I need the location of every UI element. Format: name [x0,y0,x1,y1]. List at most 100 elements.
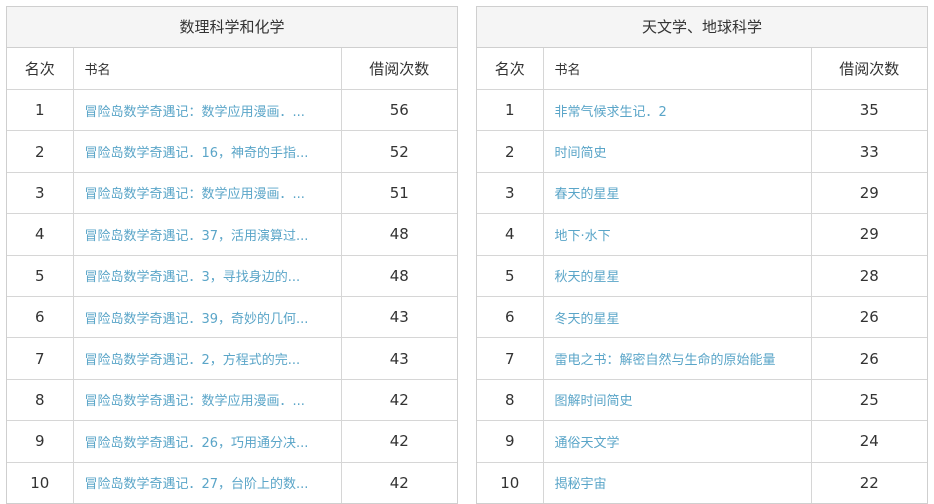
book-title-link[interactable]: 时间简史 [554,146,607,162]
rank-cell: 9 [7,420,74,463]
book-title-link[interactable]: 春天的星星 [554,187,620,203]
book-title-link[interactable]: 冒险岛数学奇遇记．2，方程式的完... [84,353,301,369]
count-cell: 24 [811,420,927,463]
table-row: 5 冒险岛数学奇遇记．3，寻找身边的... 48 [7,255,457,297]
count-cell: 42 [341,379,457,422]
book-title-link[interactable]: 雷电之书：解密自然与生命的原始能量 [554,353,776,369]
book-title-link[interactable]: 地下·水下 [554,228,611,244]
count-cell: 29 [811,172,927,215]
count-cell: 48 [341,213,457,256]
table-row: 10 冒险岛数学奇遇记．27，台阶上的数... 42 [7,462,457,503]
title-cell: 冒险岛数学奇遇记：数学应用漫画．... [73,379,342,422]
book-title-link[interactable]: 揭秘宇宙 [554,477,607,493]
rank-cell: 2 [7,130,74,173]
table-row: 2 时间简史 33 [477,130,927,173]
title-cell: 雷电之书：解密自然与生命的原始能量 [543,337,812,380]
title-cell: 揭秘宇宙 [543,462,812,503]
book-title-link[interactable]: 非常气候求生记．2 [554,104,667,120]
table-row: 1 非常气候求生记．2 35 [477,89,927,132]
book-title-link[interactable]: 通俗天文学 [554,435,620,451]
table-row: 2 冒险岛数学奇遇记．16，神奇的手指... 52 [7,130,457,173]
count-cell: 26 [811,296,927,339]
rank-cell: 3 [477,172,544,215]
book-title-link[interactable]: 图解时间简史 [554,394,633,410]
title-cell: 冒险岛数学奇遇记：数学应用漫画．... [73,172,342,215]
book-title-link[interactable]: 冒险岛数学奇遇记．16，神奇的手指... [84,146,309,162]
table-row: 1 冒险岛数学奇遇记：数学应用漫画．... 56 [7,89,457,132]
count-cell: 25 [811,379,927,422]
rank-column-header: 名次 [7,48,74,90]
title-cell: 图解时间简史 [543,379,812,422]
ranking-panel-math-chemistry: 数理科学和化学 名次 书名 借阅次数 1 冒险岛数学奇遇记：数学应用漫画．... 5… [6,6,458,504]
category-title: 天文学、地球科学 [477,7,927,48]
rank-cell: 7 [7,337,74,380]
book-title-link[interactable]: 冒险岛数学奇遇记：数学应用漫画．... [84,104,305,120]
rank-cell: 10 [477,462,544,503]
table-row: 4 地下·水下 29 [477,213,927,256]
ranking-table: 名次 书名 借阅次数 1 冒险岛数学奇遇记：数学应用漫画．... 56 2 冒险岛数学… [7,48,457,503]
table-row: 5 秋天的星星 28 [477,255,927,297]
title-cell: 冒险岛数学奇遇记．39，奇妙的几何... [73,296,342,339]
rank-cell: 4 [477,213,544,256]
table-header-row: 名次 书名 借阅次数 [7,48,457,90]
book-title-link[interactable]: 冒险岛数学奇遇记：数学应用漫画．... [84,187,305,203]
book-title-link[interactable]: 秋天的星星 [554,270,620,286]
rank-cell: 10 [7,462,74,503]
title-cell: 冬天的星星 [543,296,812,339]
title-column-header: 书名 [543,48,812,90]
title-cell: 冒险岛数学奇遇记．37，活用演算过... [73,213,342,256]
title-cell: 冒险岛数学奇遇记．2，方程式的完... [73,337,342,380]
ranking-panel-astronomy-earth-science: 天文学、地球科学 名次 书名 借阅次数 1 非常气候求生记．2 35 2 时间简史 33… [476,6,928,504]
book-title-link[interactable]: 冒险岛数学奇遇记．26，巧用通分决... [84,435,309,451]
rank-cell: 1 [477,89,544,132]
count-cell: 22 [859,473,879,492]
rank-cell: 1 [7,89,74,132]
rank-cell: 2 [477,130,544,173]
rank-cell: 8 [477,379,544,422]
count-cell: 35 [811,89,927,132]
title-cell: 冒险岛数学奇遇记：数学应用漫画．... [73,89,342,132]
title-column-header: 书名 [73,48,342,90]
count-cell: 43 [341,337,457,380]
table-row: 8 冒险岛数学奇遇记：数学应用漫画．... 42 [7,379,457,422]
rank-cell: 6 [477,296,544,339]
count-column-header: 借阅次数 [811,48,927,90]
rank-cell: 3 [7,172,74,215]
rank-cell: 6 [7,296,74,339]
rank-cell: 8 [7,379,74,422]
table-row: 4 冒险岛数学奇遇记．37，活用演算过... 48 [7,213,457,256]
count-cell: 33 [811,130,927,173]
table-row: 10 揭秘宇宙 22 [477,462,927,503]
rank-cell: 5 [7,255,74,297]
table-header-row: 名次 书名 借阅次数 [477,48,927,90]
title-cell: 春天的星星 [543,172,812,215]
title-cell: 地下·水下 [543,213,812,256]
count-cell: 52 [341,130,457,173]
count-cell: 48 [341,255,457,297]
table-row: 6 冬天的星星 26 [477,296,927,339]
category-title: 数理科学和化学 [7,7,457,48]
table-row: 7 雷电之书：解密自然与生命的原始能量 26 [477,337,927,380]
title-cell: 冒险岛数学奇遇记．27，台阶上的数... [73,462,342,503]
count-cell: 51 [341,172,457,215]
count-cell: 29 [811,213,927,256]
book-title-link[interactable]: 冒险岛数学奇遇记．37，活用演算过... [84,228,309,244]
table-row: 3 冒险岛数学奇遇记：数学应用漫画．... 51 [7,172,457,215]
table-row: 3 春天的星星 29 [477,172,927,215]
title-cell: 通俗天文学 [543,420,812,463]
count-cell: 42 [389,473,409,492]
rank-cell: 9 [477,420,544,463]
book-title-link[interactable]: 冒险岛数学奇遇记．39，奇妙的几何... [84,311,309,327]
ranking-table: 名次 书名 借阅次数 1 非常气候求生记．2 35 2 时间简史 33 3 春天的星星 29… [477,48,927,503]
book-title-link[interactable]: 冒险岛数学奇遇记．27，台阶上的数... [84,477,309,493]
table-row: 7 冒险岛数学奇遇记．2，方程式的完... 43 [7,337,457,380]
rank-column-header: 名次 [477,48,544,90]
book-title-link[interactable]: 冒险岛数学奇遇记．3，寻找身边的... [84,270,301,286]
count-cell: 26 [811,337,927,380]
title-cell: 非常气候求生记．2 [543,89,812,132]
book-title-link[interactable]: 冬天的星星 [554,311,620,327]
table-row: 8 图解时间简史 25 [477,379,927,422]
book-title-link[interactable]: 冒险岛数学奇遇记：数学应用漫画．... [84,394,305,410]
title-cell: 时间简史 [543,130,812,173]
rank-cell: 7 [477,337,544,380]
